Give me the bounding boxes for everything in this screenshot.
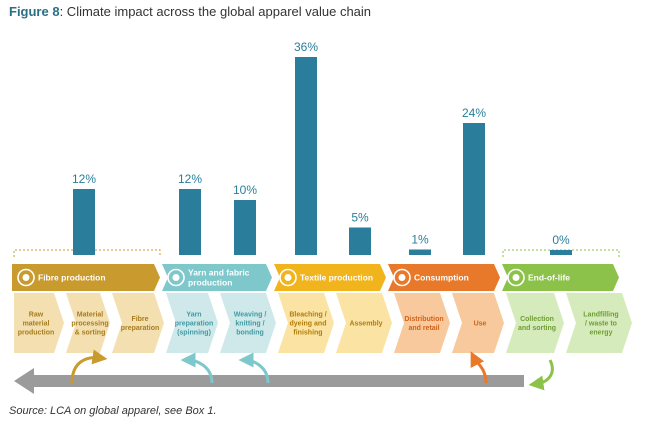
bar-3	[234, 200, 256, 255]
bar-5	[349, 227, 371, 255]
use-loop-arrow	[470, 351, 488, 384]
step-label-1: Raw material production	[18, 312, 55, 337]
shopping-cart-icon-core	[398, 274, 406, 281]
step-label-7: Assembly	[349, 321, 382, 328]
step-8	[394, 293, 450, 353]
bar-value-label-6: 1%	[411, 233, 429, 247]
step-6	[278, 293, 334, 353]
step-label-9: Use	[474, 321, 487, 328]
figure-title: Figure 8: Climate impact across the glob…	[9, 4, 371, 19]
stage-label-fibre: Fibre production	[38, 273, 106, 283]
stage-headers: Fibre production Yarn and fabric productio…	[12, 264, 619, 291]
source-note: Source: LCA on global apparel, see Box 1…	[9, 405, 217, 417]
tshirt-icon	[279, 268, 297, 287]
step-1	[14, 293, 64, 353]
stage-label-textile: Textile production	[300, 273, 373, 283]
bar-1	[73, 189, 95, 255]
stage-label-yarn: Yarn and fabric production	[188, 268, 250, 288]
step-3	[112, 293, 164, 353]
step-label-4: Yarn preparation (spinning)	[175, 312, 214, 337]
bar-value-label-2: 12%	[178, 172, 202, 186]
step-2	[66, 293, 110, 353]
recycle-icon-core	[512, 274, 520, 281]
tshirt-icon-core	[284, 274, 292, 281]
yarn-ball-icon	[167, 268, 185, 287]
stage-header-fibre	[12, 264, 160, 291]
bar-value-label-4: 36%	[294, 40, 318, 54]
step-label-6: Bleaching / dyeing and finishing	[289, 312, 326, 337]
step-11	[566, 293, 632, 353]
stage-header-textile	[274, 264, 386, 291]
yarn-ball-icon-core	[172, 274, 180, 281]
bars-layer: 12% 12% 10% 36% 5% 1% 24% 0%	[72, 40, 572, 255]
step-4	[166, 293, 218, 353]
stage-label-consumption: Consumption	[414, 273, 469, 283]
stage-header-yarn	[162, 264, 272, 291]
bar-value-label-8: 0%	[552, 233, 570, 247]
weaving-loop-arrow	[238, 352, 270, 384]
stage-header-eol	[502, 264, 619, 291]
bar-value-label-7: 24%	[462, 106, 486, 120]
bar-value-label-5: 5%	[351, 211, 369, 225]
bar-4	[295, 57, 317, 255]
recycle-fibre-icon	[17, 268, 35, 287]
step-label-8: Distribution and retail	[404, 316, 443, 332]
step-label-11: Landfilling / waste to energy	[583, 312, 618, 337]
step-label-10: Collection and sorting	[518, 316, 556, 332]
step-10	[506, 293, 564, 353]
step-label-2: Material processing & sorting	[71, 312, 108, 337]
bar-value-label-3: 10%	[233, 183, 257, 197]
step-label-5: Weaving / knitting / bonding	[234, 312, 267, 337]
circular-flow-arrow	[14, 368, 524, 394]
bar-8	[550, 250, 572, 255]
step-5	[220, 293, 276, 353]
fibre-loop-arrow	[70, 349, 108, 384]
eol-loop-arrow	[528, 359, 554, 391]
bar-7	[463, 123, 485, 255]
process-steps: Raw material production Material processing &…	[14, 293, 632, 353]
figure-label: Figure 8	[9, 4, 60, 19]
bar-value-label-1: 12%	[72, 172, 96, 186]
shopping-cart-icon	[393, 268, 411, 287]
recycle-icon	[507, 268, 525, 287]
step-label-3: Fibre preparation	[121, 316, 160, 332]
figure-caption: : Climate impact across the global appar…	[59, 4, 372, 19]
yarn-loop-arrow	[180, 352, 214, 384]
bar-2	[179, 189, 201, 255]
step-7	[336, 293, 392, 353]
stage-header-consumption	[388, 264, 500, 291]
recycle-fibre-icon-core	[22, 274, 30, 281]
bar-6	[409, 249, 431, 255]
stage-label-eol: End-of-life	[528, 273, 570, 283]
step-9	[452, 293, 504, 353]
